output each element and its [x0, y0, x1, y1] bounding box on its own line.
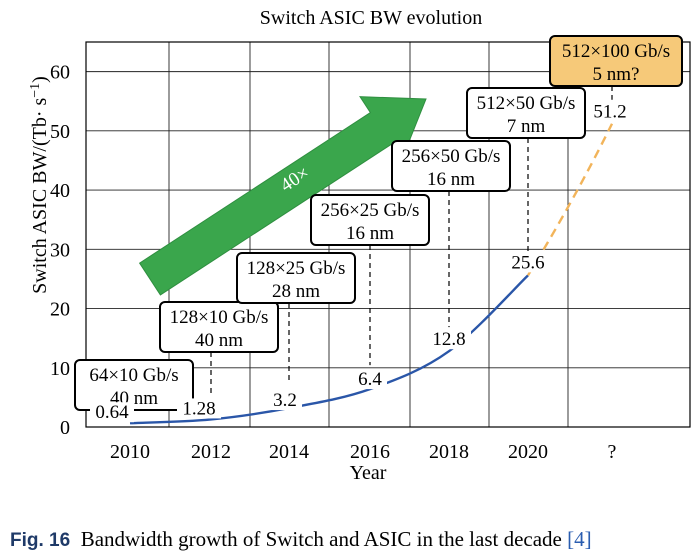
data-label: 6.4: [358, 369, 382, 390]
annotation-ports: 256×50 Gb/s: [402, 146, 501, 167]
annotation-node: 28 nm: [272, 281, 320, 302]
y-axis-label: Switch ASIC BW/(Tb· s−1): [28, 76, 51, 294]
data-label: 51.2: [593, 102, 626, 123]
caption-reference-link[interactable]: [4]: [567, 527, 592, 551]
y-tick-label: 20: [50, 299, 70, 321]
y-tick-label: 0: [60, 417, 70, 439]
x-axis-label: Year: [350, 462, 387, 484]
plot-frame: [85, 41, 691, 428]
annotation-ports: 128×25 Gb/s: [247, 258, 346, 279]
annotation-ports: 64×10 Gb/s: [89, 365, 178, 386]
annotation-node: 5 nm?: [593, 64, 640, 85]
annotation-box: [159, 301, 279, 353]
x-tick-label: 2020: [508, 441, 548, 463]
data-label-background: [588, 101, 632, 122]
y-tick-label: 40: [50, 180, 70, 202]
data-label-background: [353, 369, 387, 390]
x-tick-label: 2016: [350, 441, 390, 463]
y-tick-label: 50: [50, 121, 70, 143]
y-axis-label-end: ): [29, 76, 51, 83]
data-label: 12.8: [432, 329, 465, 350]
annotation-ports: 128×10 Gb/s: [170, 307, 269, 328]
caption-text: Bandwidth growth of Switch and ASIC in t…: [80, 527, 562, 551]
x-tick-label: 2012: [191, 441, 231, 463]
annotation-box: [310, 194, 430, 246]
data-label-background: [427, 329, 471, 350]
x-tick-label: 2014: [269, 441, 309, 463]
data-label: 25.6: [511, 252, 544, 273]
data-label: 0.64: [95, 402, 129, 423]
annotation-node: 40 nm: [195, 330, 243, 351]
x-tick-label: 2010: [110, 441, 150, 463]
data-label-background: [177, 398, 221, 419]
data-label: 3.2: [273, 390, 297, 411]
annotation-box: [466, 87, 586, 139]
figure-caption: Fig. 16 Bandwidth growth of Switch and A…: [10, 527, 685, 552]
data-label-background: [90, 402, 134, 423]
bandwidth-chart: Switch ASIC BW evolution 0 10 20 30 40 50 60 20…: [28, 7, 691, 484]
x-tick-label: ?: [608, 441, 617, 463]
y-tick-label: 30: [50, 239, 70, 261]
annotation-node: 16 nm: [427, 169, 475, 190]
chart-title: Switch ASIC BW evolution: [260, 7, 482, 29]
data-labels: 0.64 1.28 3.2 6.4 12.8 25.6 51.2: [90, 101, 632, 423]
annotation-node: 7 nm: [507, 116, 546, 137]
annotation-box: [236, 252, 356, 304]
x-tick-label: 2018: [429, 441, 469, 463]
annotation-ports: 512×50 Gb/s: [477, 93, 576, 114]
annotation-ports: 256×25 Gb/s: [321, 200, 420, 221]
annotation-node: 16 nm: [346, 223, 394, 244]
axis-ticks: 0 10 20 30 40 50 60 2010 2012 2014 2016 2018 2020?: [50, 62, 617, 463]
y-tick-label: 60: [50, 62, 70, 84]
y-axis-label-main: Switch ASIC BW/(Tb· s: [29, 98, 51, 294]
figure-number: Fig. 16: [10, 530, 71, 551]
guide-lines: [129, 86, 613, 410]
data-label-background: [268, 390, 302, 411]
data-label-background: [506, 252, 550, 273]
annotation-ports: 512×100 Gb/s: [562, 41, 670, 62]
y-axis-label-superscript: −1: [28, 83, 43, 98]
y-tick-label: 10: [50, 358, 70, 380]
data-label: 1.28: [182, 398, 215, 419]
annotation-box: [391, 140, 511, 192]
annotation-box: [549, 35, 683, 87]
